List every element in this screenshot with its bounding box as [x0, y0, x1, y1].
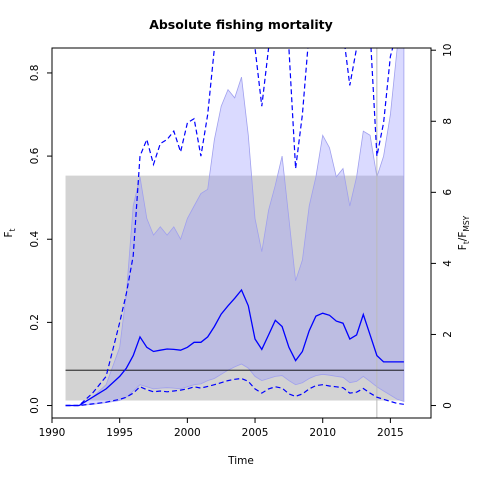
- y2-tick-label: 0: [442, 402, 454, 409]
- x-tick-label: 2000: [174, 427, 201, 439]
- x-tick-label: 1990: [39, 427, 66, 439]
- y2-axis-label-sub2: MSY: [462, 215, 471, 231]
- lower-bound-line: [65, 377, 404, 407]
- confidence-region: [65, 48, 405, 406]
- y2-tick-label: 8: [442, 118, 454, 125]
- y2-axis-label: Ft/FMSY: [457, 215, 471, 250]
- y2-tick-label: 6: [442, 189, 454, 196]
- y-tick-label: 0.4: [29, 231, 41, 248]
- y-axis-label: Ft: [3, 228, 17, 237]
- grey-band: [65, 175, 404, 401]
- x-tick-label: 2015: [377, 427, 404, 439]
- y2-axis-label-mid: /F: [457, 232, 469, 242]
- y-tick-label: 0.8: [29, 65, 41, 82]
- y2-tick-label: 2: [442, 331, 454, 338]
- upper-bound-line: [65, 48, 394, 407]
- y2-axis-label-main: F: [457, 244, 469, 250]
- chart-title: Absolute fishing mortality: [149, 17, 333, 32]
- y-axis-label-sub: t: [8, 228, 17, 231]
- plot-frame: [51, 47, 432, 419]
- y-tick-label: 0.0: [29, 397, 41, 414]
- x-tick-label: 2010: [309, 427, 336, 439]
- y2-tick-label: 4: [442, 260, 454, 267]
- x-tick-label: 1995: [106, 427, 133, 439]
- estimate-line: [65, 288, 404, 407]
- x-tick-label: 2005: [242, 427, 269, 439]
- y2-axis-label-sub1: t: [462, 241, 471, 244]
- y-tick-label: 0.6: [29, 147, 41, 164]
- x-axis-label: Time: [227, 455, 254, 467]
- y2-tick-label: 10: [442, 44, 454, 57]
- y-tick-label: 0.2: [29, 314, 41, 331]
- y-axis-label-main: F: [3, 231, 15, 237]
